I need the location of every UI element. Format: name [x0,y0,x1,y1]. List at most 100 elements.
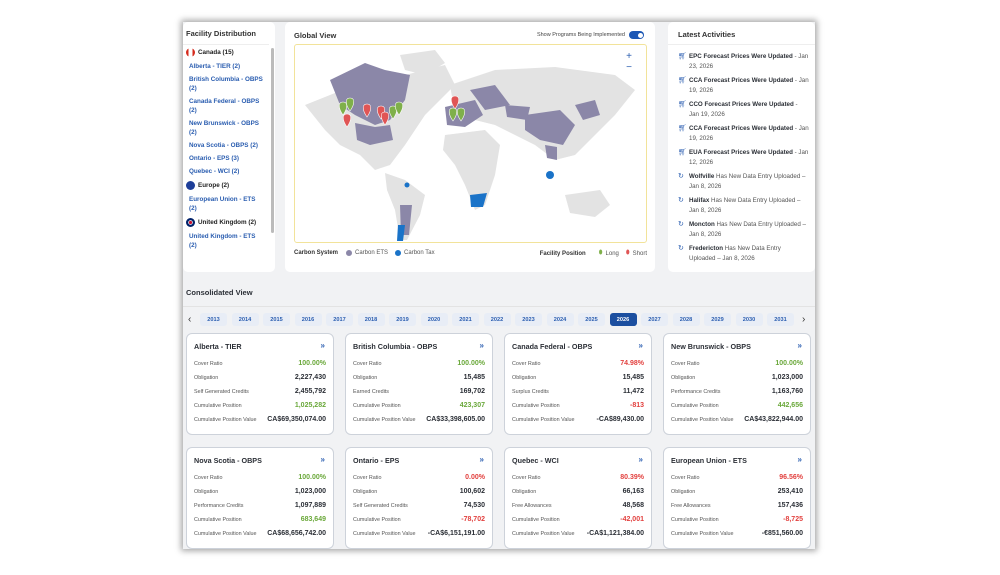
facility-item[interactable]: United Kingdom - ETS (2) [189,233,256,249]
facility-item[interactable]: Alberta - TIER (2) [189,63,241,70]
facility-item[interactable]: Nova Scotia - OBPS (2) [189,142,258,149]
long-facility-marker[interactable] [394,101,404,116]
metric-row: Cumulative Position -42,001 [512,516,644,523]
metric-value: 683,649 [300,516,326,523]
zoom-in-button[interactable]: + [626,51,632,62]
year-button-2027[interactable]: 2027 [641,313,668,326]
year-button-2022[interactable]: 2022 [483,313,511,326]
history-icon: ↻ [678,197,684,204]
facility-card: Alberta - TIER » Cover Ratio 100.00% Obligat… [186,333,334,435]
open-details-icon[interactable]: » [638,455,643,464]
open-details-icon[interactable]: » [638,341,643,350]
long-facility-marker[interactable] [338,101,348,116]
open-details-icon[interactable]: » [479,455,484,464]
activity-text: EUA Forecast Prices Were Updated - Jan 1… [689,148,809,167]
facility-item[interactable]: British Columbia - OBPS (2) [189,76,263,92]
year-button-2024[interactable]: 2024 [546,313,574,326]
facility-item[interactable]: European Union - ETS (2) [189,196,256,212]
year-button-2028[interactable]: 2028 [672,313,700,326]
facility-item[interactable]: New Brunswick - OBPS (2) [189,120,259,136]
long-facility-marker[interactable] [456,107,466,122]
short-facility-marker[interactable] [342,113,352,128]
facility-item[interactable]: Canada Federal - OBPS (2) [189,98,260,114]
metric-label: Performance Credits [194,503,244,509]
year-button-2021[interactable]: 2021 [452,313,479,326]
year-button-2023[interactable]: 2023 [515,313,542,326]
metric-label: Cover Ratio [194,475,223,481]
year-button-2020[interactable]: 2020 [420,313,448,326]
year-button-2018[interactable]: 2018 [357,313,385,326]
activity-item[interactable]: 🛒︎ EUA Forecast Prices Were Updated - Jan… [668,148,815,172]
metric-row: Cumulative Position -813 [512,402,644,409]
short-facility-marker[interactable] [450,95,460,110]
open-details-icon[interactable]: » [797,455,802,464]
activity-item[interactable]: ↻ Moncton Has New Data Entry Uploaded – J… [668,220,815,244]
open-details-icon[interactable]: » [320,341,325,350]
year-button-2013[interactable]: 2013 [200,313,227,326]
year-button-2014[interactable]: 2014 [231,313,259,326]
year-button-2019[interactable]: 2019 [389,313,416,326]
activity-item[interactable]: 🛒︎ CCA Forecast Prices Were Updated - Jan… [668,124,815,148]
metric-label: Obligation [512,375,537,381]
facility-item[interactable]: Quebec - WCI (2) [189,168,240,175]
short-facility-marker[interactable] [362,103,372,118]
facility-card: Ontario - EPS » Cover Ratio 0.00% Obligation… [345,447,493,549]
activity-text: CCA Forecast Prices Were Updated - Jan 1… [689,76,809,95]
metric-label: Cover Ratio [512,361,541,367]
metric-value: 2,227,430 [294,374,326,381]
metric-value: 66,163 [622,488,644,495]
year-button-2017[interactable]: 2017 [326,313,353,326]
activity-item[interactable]: 🛒︎ CCA Forecast Prices Were Updated - Jan… [668,76,815,100]
year-button-2030[interactable]: 2030 [735,313,763,326]
show-programs-toggle[interactable] [629,31,644,39]
year-button-2026[interactable]: 2026 [609,313,637,326]
activity-item[interactable]: 🛒︎ EPC Forecast Prices Were Updated - Jan… [668,52,815,76]
legend-title: Facility Position [539,250,586,257]
zoom-out-button[interactable]: − [626,62,632,73]
activity-item[interactable]: ↻ Fredericton Has New Data Entry Uploaded… [668,244,815,268]
metric-value: -8,725 [783,516,803,523]
metric-label: Cumulative Position Value [512,417,575,423]
year-selector: ‹ › 2013 2014 2015 2016 2017 2018 2019 2020 2021… [183,306,815,328]
year-button-2031[interactable]: 2031 [767,313,794,326]
open-details-icon[interactable]: » [479,341,484,350]
prev-year-arrow-icon[interactable]: ‹ [188,314,192,325]
activity-subject: EUA Forecast Prices Were Updated [689,149,793,156]
activity-item[interactable]: ↻ Wolfville Has New Data Entry Uploaded –… [668,172,815,196]
facility-group[interactable]: Europe (2) [183,178,269,193]
long-facility-marker[interactable] [388,105,398,120]
long-facility-marker[interactable] [448,107,458,122]
scrollbar[interactable] [271,48,274,233]
short-facility-marker[interactable] [380,111,390,126]
card-title: Canada Federal - OBPS [512,342,593,351]
world-map[interactable]: + − [294,44,647,243]
metric-value: 1,097,889 [294,502,326,509]
metric-label: Cumulative Position [512,403,560,409]
metric-value: 442,656 [777,402,803,409]
facility-group[interactable]: United Kingdom (2) [183,215,269,230]
metric-label: Cumulative Position [353,517,401,523]
year-button-2029[interactable]: 2029 [704,313,731,326]
metric-value: 1,023,000 [294,488,326,495]
metric-label: Cumulative Position [512,517,560,523]
long-facility-marker[interactable] [345,97,355,112]
open-details-icon[interactable]: » [797,341,802,350]
activity-item[interactable]: ↻ Halifax Has New Data Entry Uploaded – J… [668,196,815,220]
year-button-2016[interactable]: 2016 [294,313,322,326]
metric-label: Obligation [353,489,378,495]
metric-label: Cumulative Position Value [671,417,734,423]
next-year-arrow-icon[interactable]: › [802,314,806,325]
metric-row: Cumulative Position Value -CA$6,151,191.0… [353,530,485,537]
facility-card: Canada Federal - OBPS » Cover Ratio 74.98% O… [504,333,652,435]
activity-item[interactable]: 🛒︎ CCO Forecast Prices Were Updated - Jan… [668,100,815,124]
card-title: Quebec - WCI [512,456,559,465]
metric-value: -€851,560.00 [761,530,803,537]
facility-item[interactable]: Ontario - EPS (3) [189,155,240,162]
metric-row: Free Allowances 48,568 [512,502,644,509]
facility-group[interactable]: Canada (15) [183,45,269,60]
year-button-2025[interactable]: 2025 [578,313,605,326]
metric-label: Cover Ratio [353,475,382,481]
metric-row: Self Generated Credits 74,530 [353,502,485,509]
year-button-2015[interactable]: 2015 [263,313,290,326]
open-details-icon[interactable]: » [320,455,325,464]
